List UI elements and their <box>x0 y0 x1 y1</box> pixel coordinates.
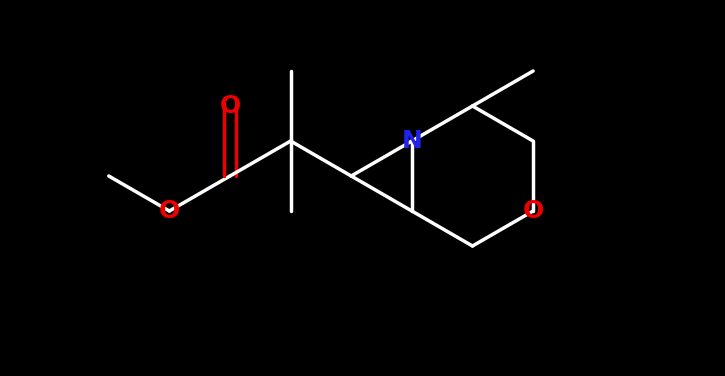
Text: N: N <box>402 129 422 153</box>
Text: O: O <box>159 199 180 223</box>
Text: O: O <box>220 94 241 118</box>
Text: O: O <box>523 199 544 223</box>
